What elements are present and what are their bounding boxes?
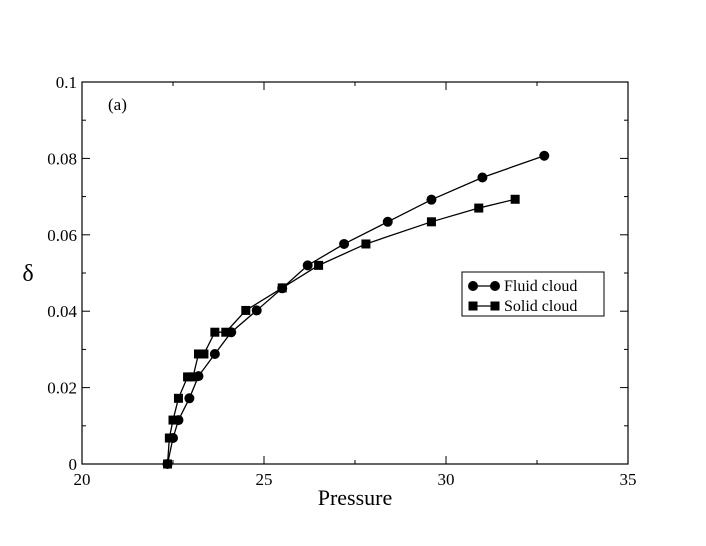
data-point-circle: [477, 172, 488, 183]
data-point-square: [193, 349, 203, 359]
annotation-label: (a): [108, 95, 127, 114]
x-tick-label: 20: [74, 470, 91, 489]
series-layer: [162, 150, 550, 469]
x-axis-title: Pressure: [318, 485, 393, 510]
tick-labels: 20 25 30 35 0 0.02 0.04 0.06 0.08 0.1: [47, 73, 636, 489]
data-point-circle: [209, 348, 220, 359]
data-point-circle: [184, 393, 195, 404]
data-point-square: [241, 305, 251, 315]
legend-marker: [468, 301, 478, 311]
y-tick-label: 0.1: [56, 73, 77, 92]
data-point-square: [199, 349, 209, 359]
data-point-square: [183, 372, 193, 382]
data-point-square: [168, 415, 178, 425]
data-point-square: [221, 327, 231, 337]
x-tick-label: 30: [438, 470, 455, 489]
data-point-circle: [382, 216, 393, 227]
legend-marker: [490, 281, 500, 291]
data-point-circle: [251, 305, 262, 316]
legend-marker: [468, 281, 478, 291]
data-point-circle: [539, 150, 550, 161]
data-point-square: [361, 239, 371, 249]
data-point-square: [210, 327, 220, 337]
data-point-square: [163, 459, 173, 469]
data-point-square: [173, 393, 183, 403]
legend-items: Fluid cloud Solid cloud: [468, 278, 577, 315]
x-tick-label: 35: [620, 470, 637, 489]
legend-box: [461, 271, 605, 317]
legend-label: Fluid cloud: [504, 278, 577, 295]
x-tick-label: 25: [256, 470, 273, 489]
legend: Fluid cloud Solid cloud: [461, 271, 605, 317]
y-tick-label: 0: [69, 455, 78, 474]
axis-ticks: [81, 81, 629, 465]
data-point-circle: [339, 238, 350, 249]
data-point-circle: [302, 260, 313, 271]
legend-marker: [490, 301, 500, 311]
series-1: [163, 194, 520, 469]
y-axis-title: δ: [22, 261, 33, 287]
y-tick-label: 0.06: [47, 226, 77, 245]
y-tick-label: 0.04: [47, 302, 77, 321]
data-point-square: [314, 260, 324, 270]
series-line: [166, 198, 516, 465]
y-tick-label: 0.08: [47, 149, 77, 168]
data-point-square: [188, 372, 198, 382]
data-point-square: [474, 203, 484, 213]
data-point-square: [426, 217, 436, 227]
y-tick-label: 0.02: [47, 379, 77, 398]
data-point-square: [510, 194, 520, 204]
data-point-square: [277, 283, 287, 293]
legend-item: Fluid cloud: [468, 278, 577, 295]
legend-item: Solid cloud: [468, 298, 577, 315]
data-point-square: [164, 433, 174, 443]
legend-label: Solid cloud: [504, 298, 577, 315]
data-point-circle: [426, 194, 437, 205]
